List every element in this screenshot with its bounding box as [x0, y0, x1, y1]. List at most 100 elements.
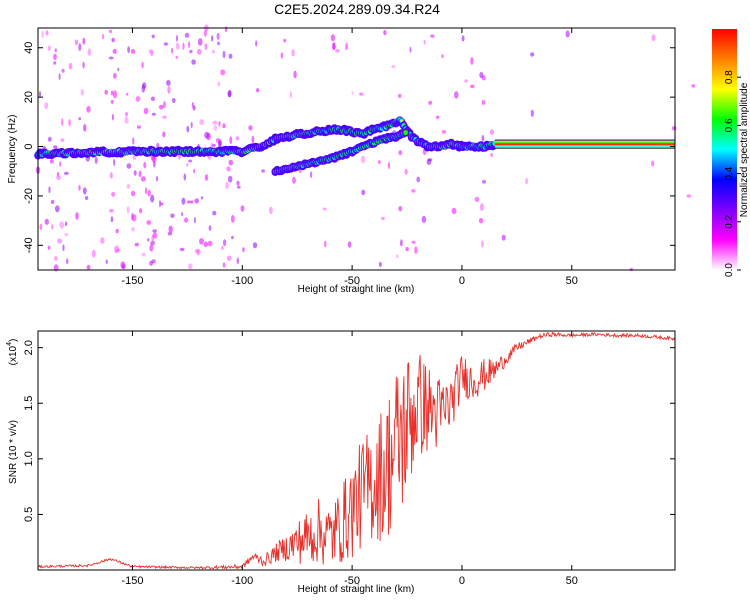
spectrogram-noise-point: [163, 42, 168, 46]
spectrogram-noise-point: [501, 234, 506, 241]
spectrogram-noise-point: [135, 96, 141, 102]
spectrogram-noise-point: [430, 34, 435, 38]
spectrogram-noise-point: [220, 69, 226, 76]
spectrogram-noise-point: [162, 131, 166, 138]
spectrogram-noise-point: [140, 176, 146, 182]
spectrogram-noise-point: [391, 65, 396, 69]
snr-frame: [37, 330, 676, 571]
spectrogram-noise-point: [115, 228, 119, 234]
spectrogram-noise-point: [44, 102, 49, 110]
spectrogram-noise-point: [60, 138, 65, 142]
spectrogram-noise-point: [228, 159, 234, 166]
spectrogram-noise-point: [461, 35, 465, 42]
spectrogram-noise-point: [108, 56, 114, 60]
spectrogram-noise-point: [47, 136, 52, 142]
spectrogram-noise-point: [162, 115, 167, 119]
spectrogram-noise-point: [240, 205, 245, 212]
spectrogram-noise-point: [175, 42, 180, 50]
snr-y-tick-label: 2.0: [23, 340, 35, 355]
spectrogram-noise-point: [111, 113, 114, 121]
spectrogram-noise-point: [57, 238, 63, 244]
spectrogram-noise-point: [84, 196, 89, 200]
spectrogram-noise-point: [398, 93, 402, 98]
colorbar-tick-label: 0.4: [724, 166, 735, 180]
spectrogram-noise-point: [62, 244, 65, 252]
spectrogram-noise-point: [110, 216, 114, 223]
snr-y-tick-label: 1.0: [23, 451, 35, 466]
spectrogram-noise-point: [565, 30, 570, 38]
spectrogram-noise-point: [383, 29, 387, 36]
spectrogram-noise-point: [212, 120, 218, 125]
spectrogram-noise-point: [74, 39, 79, 46]
spectrogram-noise-point: [345, 42, 348, 51]
spectrogram-noise-point: [470, 84, 475, 89]
spectrogram-noise-point: [111, 37, 115, 43]
spectrogram-noise-point: [54, 256, 58, 261]
spectrogram-noise-point: [41, 30, 44, 39]
spectrogram-noise-point: [335, 48, 340, 53]
spectrogram-noise-point: [141, 252, 146, 257]
spectrogram-noise-point: [147, 238, 150, 242]
spectrogram-noise-point: [125, 112, 128, 117]
spectrogram-noise-point: [138, 170, 142, 178]
spectrogram-noise-point: [78, 184, 81, 191]
spectrogram-frame: [37, 27, 676, 271]
spectrogram-noise-point: [131, 213, 134, 221]
spectrogram-noise-point: [59, 221, 65, 229]
spectrogram-noise-point: [66, 258, 69, 265]
spectrogram-noise-point: [134, 242, 139, 247]
spectrogram-noise-point: [193, 168, 196, 174]
spectrogram-noise-point: [181, 212, 184, 217]
snr-marks: [37, 331, 676, 570]
spectrogram-noise-point: [186, 163, 189, 167]
spectrogram-noise-point: [188, 263, 193, 270]
spectrogram-noise-point: [104, 89, 108, 95]
spectrogram-noise-point: [109, 209, 114, 213]
spectrogram-noise-point: [191, 102, 194, 108]
spectrogram-noise-point: [188, 159, 193, 163]
spectrogram-noise-point: [490, 152, 494, 158]
spectrogram-noise-point: [53, 61, 57, 65]
spectrogram-noise-point: [54, 48, 57, 53]
spectrogram-noise-point: [121, 264, 126, 270]
spectrogram-noise-point: [361, 189, 366, 196]
spectrogram-noise-point: [686, 194, 692, 198]
spectrogram-noise-point: [145, 187, 148, 195]
spectrogram-noise-point: [231, 235, 234, 240]
spectrogram-noise-point: [223, 239, 227, 247]
spectrogram-noise-point: [82, 187, 87, 195]
spectrogram-noise-point: [126, 206, 130, 214]
spectrogram-noise-point: [126, 92, 129, 96]
spectrogram-noise-point: [387, 161, 391, 170]
spectrogram-noise-point: [61, 68, 65, 73]
spectrogram-noise-point: [113, 72, 117, 79]
spectrogram-noise-point: [111, 191, 116, 197]
spectrogram-noise-point: [39, 223, 43, 231]
spectrogram-noise-point: [451, 207, 457, 215]
spectrogram-noise-point: [204, 174, 209, 181]
spectrogram-noise-point: [310, 171, 313, 179]
snr-y-scale-base: (x104): [6, 339, 19, 366]
spectrogram-noise-point: [56, 172, 60, 177]
spectrogram-noise-point: [225, 182, 229, 189]
snr-x-tick-label: 0: [459, 575, 465, 587]
spectrogram-noise-point: [481, 134, 485, 142]
spectrogram-noise-point: [126, 163, 132, 169]
snr-x-ticks: -150 -100 -50 0 50: [121, 331, 578, 587]
spectrogram-noise-point: [211, 35, 214, 42]
spectrogram-noise-point: [252, 242, 258, 249]
spectrogram-noise-point: [248, 125, 253, 131]
spectrogram-noise-point: [322, 207, 327, 211]
spectrogram-noise-point: [212, 49, 215, 54]
spectrogram-noise-point: [194, 198, 199, 204]
spectrogram-noise-point: [113, 158, 116, 166]
spectrogram-noise-point: [229, 136, 233, 145]
snr-x-tick-label: -150: [121, 575, 143, 587]
spectrogram-noise-point: [183, 173, 187, 181]
spectrogram-noise-point: [112, 48, 117, 54]
spectrogram-noise-point: [481, 100, 486, 105]
spectrogram-noise-point: [149, 260, 154, 266]
spectrogram-noise-point: [49, 159, 54, 164]
spectrogram-noise-point: [175, 55, 178, 59]
spectrogram-noise-point: [86, 264, 91, 270]
